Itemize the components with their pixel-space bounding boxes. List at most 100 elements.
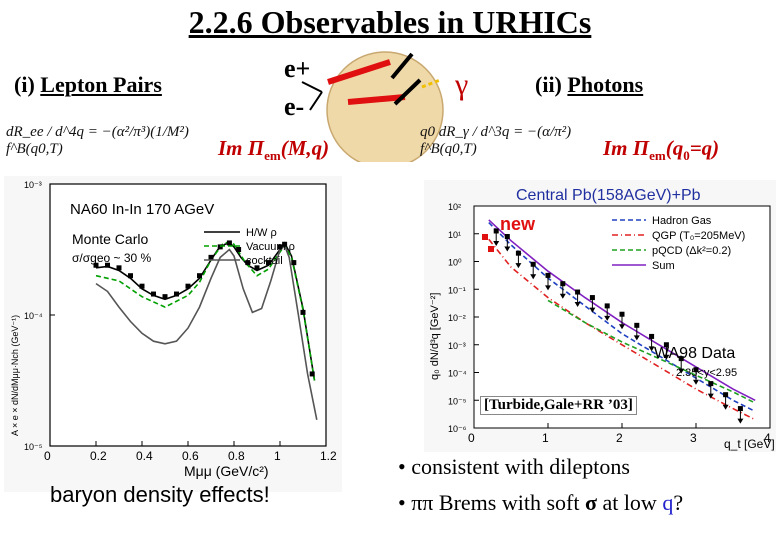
upper-limit-arrow bbox=[530, 274, 537, 280]
data-point bbox=[139, 283, 145, 289]
data-point bbox=[619, 311, 625, 317]
data-point bbox=[708, 381, 714, 387]
data-point bbox=[128, 273, 133, 279]
black-segment-1 bbox=[390, 52, 414, 80]
photon-im-pi: Im Πem(q0=q) bbox=[603, 136, 720, 164]
wa98-new-label: new bbox=[500, 214, 536, 234]
page-title: 2.2.6 Observables in URHICs bbox=[188, 4, 592, 40]
legend-label: Sum bbox=[652, 260, 675, 272]
y-tick-label: 10⁻⁴ bbox=[24, 311, 43, 321]
data-point bbox=[589, 295, 595, 301]
data-point bbox=[291, 260, 297, 266]
upper-limit-arrow bbox=[663, 354, 670, 360]
data-point bbox=[504, 234, 510, 240]
legend-label: QGP (T₀=205MeV) bbox=[652, 230, 745, 242]
dilepton-im-pi: Im Πem(M,q) bbox=[218, 136, 330, 164]
data-point bbox=[116, 265, 122, 271]
data-point bbox=[300, 309, 306, 315]
dilepton-rate-equation: dR_ee / d^4q = −(α²/π³)(1/M²) f^B(q0,T) bbox=[6, 124, 189, 157]
data-point bbox=[604, 303, 610, 309]
upper-limit-arrow bbox=[574, 302, 581, 308]
data-point bbox=[634, 322, 640, 328]
reference-box: [Turbide,Gale+RR ’03] bbox=[480, 396, 637, 415]
x-tick-label: 0 bbox=[44, 449, 51, 463]
data-point bbox=[236, 247, 242, 252]
upper-limit-arrow bbox=[648, 346, 655, 352]
x-tick-label: 0 bbox=[468, 431, 475, 445]
data-point bbox=[282, 241, 288, 247]
data-point bbox=[560, 281, 566, 287]
data-point bbox=[185, 283, 191, 289]
y-tick-label: 10² bbox=[448, 202, 461, 212]
x-tick-label: 4 bbox=[764, 431, 771, 445]
bullet-2: • ππ Brems with soft σ at low q? bbox=[398, 490, 684, 515]
na60-xlabel: Mμμ (GeV/c²) bbox=[184, 463, 269, 479]
series-line-cocktail bbox=[95, 244, 318, 420]
data-point bbox=[254, 265, 260, 271]
eplus-line bbox=[301, 81, 323, 93]
data-point bbox=[493, 228, 499, 234]
wa98-ylabel: q₀ dN/d³q [GeV⁻²] bbox=[429, 293, 441, 380]
y-tick-label: 10⁻⁵ bbox=[24, 442, 43, 452]
na60-plot-frame bbox=[49, 183, 327, 447]
legend-label: cocktail bbox=[246, 255, 283, 267]
eminus-label: e- bbox=[284, 92, 305, 121]
data-point bbox=[309, 371, 315, 377]
wa98-panel: 0 1 2 3 4 10² 10¹ 10⁰ 10⁻¹ 10⁻² 10⁻³ 10⁻⁴ 10⁻⁵ 10⁻⁶ C… bbox=[424, 180, 776, 452]
upper-limit-arrow bbox=[559, 293, 566, 299]
fireball-diagram bbox=[301, 51, 444, 162]
data-point bbox=[678, 356, 684, 362]
upper-limit-arrow bbox=[678, 368, 685, 374]
data-point bbox=[545, 272, 551, 278]
na60-title: NA60 In-In 170 AGeV bbox=[70, 201, 214, 218]
y-tick-label: 10⁻⁴ bbox=[448, 369, 467, 379]
na60-ylabel: A × e × dN/dMμμ·Nch (GeV⁻¹) bbox=[10, 315, 20, 436]
photon-line bbox=[421, 78, 441, 89]
wa98-annotation2: 2.35<y<2.95 bbox=[676, 367, 737, 379]
data-point bbox=[93, 262, 99, 268]
eplus-label: e+ bbox=[284, 54, 311, 83]
data-point bbox=[245, 260, 251, 266]
data-point bbox=[515, 250, 521, 256]
wa98-annotation: WA98 Data bbox=[654, 345, 735, 362]
data-point bbox=[105, 262, 110, 268]
upper-limit-arrow bbox=[737, 418, 744, 424]
upper-limit-arrow bbox=[633, 335, 640, 341]
na60-chart: 0 0.2 0.4 0.6 0.8 1 1.2 10⁻³ 10⁻⁴ 10⁻⁵ H/W ρ Vacuum… bbox=[10, 180, 337, 479]
upper-limit-arrow bbox=[589, 307, 596, 313]
data-point bbox=[723, 392, 729, 398]
bullet-1: • consistent with dileptons bbox=[398, 454, 630, 479]
photon-rate-equation: q0 dR_γ / d^3q = −(α/π²) f^B(q0,T) bbox=[420, 124, 572, 157]
y-tick-label: 10⁻² bbox=[448, 313, 466, 323]
series-line-qgp-t-205mev- bbox=[488, 238, 756, 421]
wa98-title: Central Pb(158AGeV)+Pb bbox=[516, 187, 701, 204]
data-point bbox=[663, 342, 669, 348]
upper-limit-arrow bbox=[619, 324, 625, 330]
series-line-pqcd-k-0-2- bbox=[547, 299, 756, 404]
data-point bbox=[266, 260, 271, 266]
series-line-hadron-gas bbox=[488, 222, 756, 413]
na60-annotation2: σ/σgeo ~ 30 % bbox=[72, 251, 152, 265]
y-tick-label: 10¹ bbox=[448, 230, 461, 240]
new-data-point bbox=[488, 246, 494, 252]
upper-limit-arrow bbox=[545, 285, 551, 291]
lepton-pairs-heading: (i) Lepton Pairs bbox=[14, 72, 162, 97]
upper-limit-arrow bbox=[707, 393, 714, 399]
x-tick-label: 1 bbox=[274, 449, 281, 463]
photons-heading: (ii) Photons bbox=[535, 72, 644, 97]
x-tick-label: 0.2 bbox=[90, 449, 107, 463]
x-tick-label: 0.6 bbox=[182, 449, 199, 463]
legend-label: Hadron Gas bbox=[652, 215, 712, 227]
x-tick-label: 2 bbox=[616, 431, 623, 445]
rho-line-lower bbox=[347, 94, 406, 105]
data-point bbox=[226, 240, 232, 246]
y-tick-label: 10⁻³ bbox=[448, 341, 466, 351]
na60-panel: 0 0.2 0.4 0.6 0.8 1 1.2 10⁻³ 10⁻⁴ 10⁻⁵ H/W ρ Vacuum… bbox=[4, 176, 342, 492]
y-tick-label: 10⁻⁶ bbox=[448, 424, 467, 434]
upper-limit-arrow bbox=[493, 240, 500, 246]
y-tick-label: 10⁻³ bbox=[24, 180, 42, 190]
legend-label: pQCD (Δk²=0.2) bbox=[652, 245, 731, 257]
x-tick-label: 0.8 bbox=[228, 449, 245, 463]
wa98-chart: 0 1 2 3 4 10² 10¹ 10⁰ 10⁻¹ 10⁻² 10⁻³ 10⁻⁴ 10⁻⁵ 10⁻⁶ C… bbox=[429, 187, 775, 451]
baryon-caption: baryon density effects! bbox=[50, 482, 270, 507]
